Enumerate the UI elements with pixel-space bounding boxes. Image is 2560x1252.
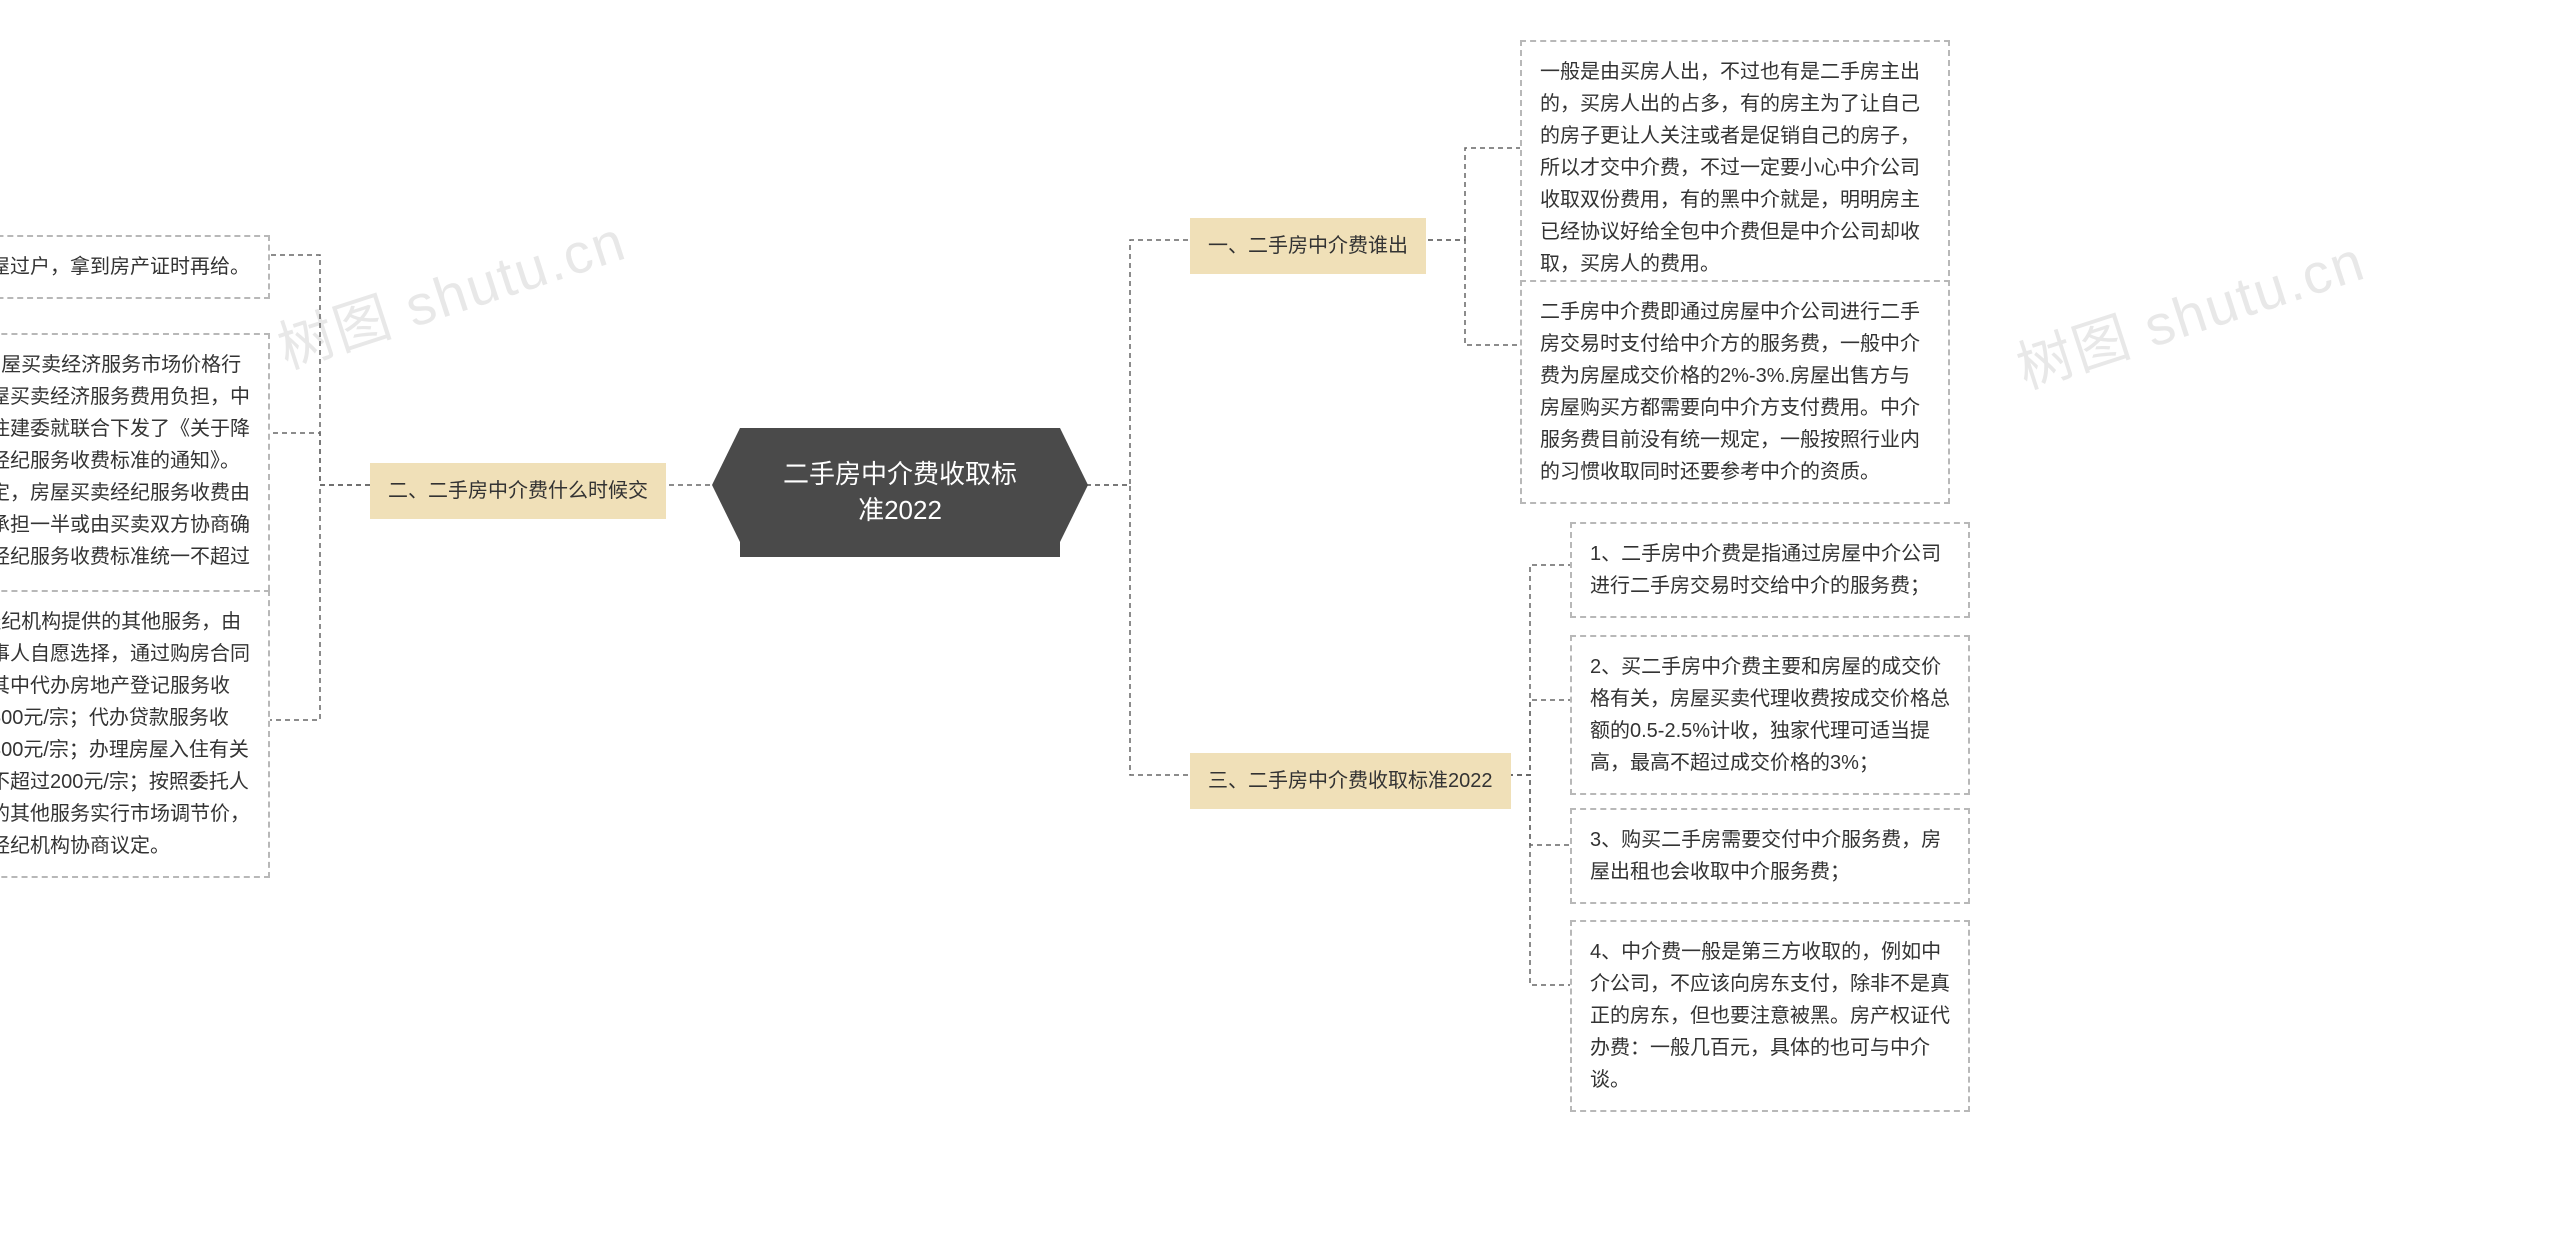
leaf-node: 一般是由买房人出，不过也有是二手房主出的，买房人出的占多，有的房主为了让自己的房… <box>1520 40 1950 296</box>
watermark: 树图 shutu.cn <box>2005 216 2374 405</box>
branch-right-2: 三、二手房中介费收取标准2022 <box>1190 753 1511 809</box>
branch-right-1: 一、二手房中介费谁出 <box>1190 218 1426 274</box>
leaf-node: 1、二手房中介费是指通过房屋中介公司进行二手房交易时交给中介的服务费； <box>1570 522 1970 618</box>
leaf-node: 1、完成房屋过户，拿到房产证时再给。 <box>0 235 270 299</box>
connector-lines <box>0 0 2560 1252</box>
leaf-node: 2、为规范房屋买卖经济服务市场价格行为，降低房屋买卖经济服务费用负担，中央发改委… <box>0 333 270 621</box>
leaf-node: 2、买二手房中介费主要和房屋的成交价格有关，房屋买卖代理收费按成交价格总额的0.… <box>1570 635 1970 795</box>
branch-left-1: 二、二手房中介费什么时候交 <box>370 463 666 519</box>
leaf-node: 3、房地产经纪机构提供的其他服务，由房屋买卖当事人自愿选择，通过购房合同明确约定… <box>0 590 270 878</box>
mindmap-center: 二手房中介费收取标准2022 <box>740 428 1060 557</box>
watermark: 树图 shutu.cn <box>266 196 635 385</box>
leaf-node: 二手房中介费即通过房屋中介公司进行二手房交易时支付给中介方的服务费，一般中介费为… <box>1520 280 1950 504</box>
leaf-node: 3、购买二手房需要交付中介服务费，房屋出租也会收取中介服务费； <box>1570 808 1970 904</box>
leaf-node: 4、中介费一般是第三方收取的，例如中介公司，不应该向房东支付，除非不是真正的房东… <box>1570 920 1970 1112</box>
